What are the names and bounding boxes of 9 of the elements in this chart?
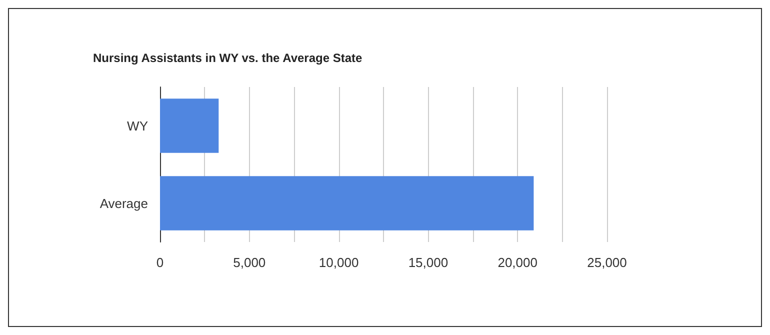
chart-title: Nursing Assistants in WY vs. the Average State (93, 51, 363, 65)
x-tick-label: 0 (156, 255, 164, 270)
x-tick-label: 25,000 (587, 255, 627, 270)
x-tick-label: 15,000 (408, 255, 448, 270)
y-tick-label: WY (127, 118, 148, 134)
x-tick-label: 20,000 (498, 255, 538, 270)
x-tick-label: 5,000 (233, 255, 266, 270)
y-tick-label: Average (100, 196, 148, 211)
x-tick-label: 10,000 (318, 255, 359, 270)
